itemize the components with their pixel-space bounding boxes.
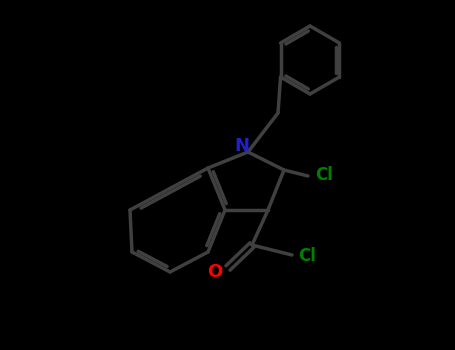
Text: N: N (234, 137, 249, 155)
Text: O: O (207, 263, 222, 281)
Text: Cl: Cl (298, 247, 316, 265)
Text: Cl: Cl (315, 166, 333, 184)
